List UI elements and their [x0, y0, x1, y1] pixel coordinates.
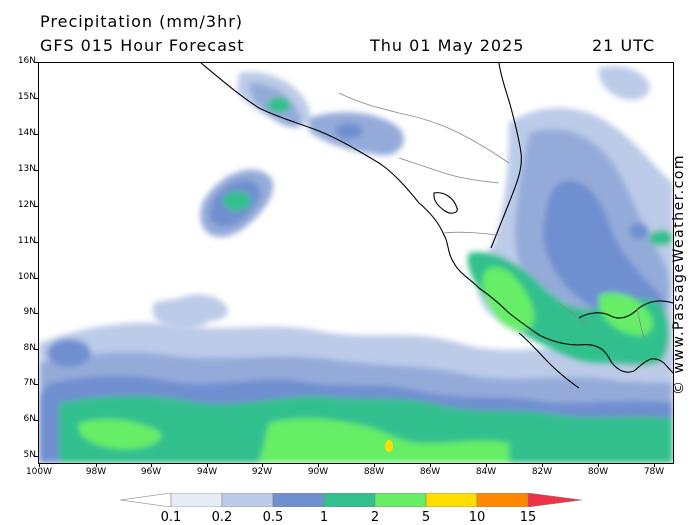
lon-label: 86W — [419, 467, 441, 477]
tick — [34, 420, 38, 421]
tick — [374, 463, 375, 467]
forecast-time: 21 UTC — [592, 36, 656, 55]
precip-cells — [152, 66, 650, 330]
lat-label: 15N — [17, 92, 36, 102]
tick — [318, 463, 319, 467]
heavy-rain-spot — [385, 440, 393, 452]
tick — [34, 170, 38, 171]
lon-label: 88W — [363, 467, 385, 477]
colorbar — [120, 493, 582, 507]
country-borders — [338, 92, 645, 339]
precipitation-map[interactable] — [38, 62, 674, 464]
lat-label: 9N — [23, 307, 36, 317]
lon-label: 98W — [85, 467, 107, 477]
lon-label: 94W — [196, 467, 218, 477]
tick — [207, 463, 208, 467]
lon-label: 78W — [643, 467, 665, 477]
colorbar-swatch — [476, 493, 529, 507]
tick — [542, 463, 543, 467]
colorbar-swatch — [527, 493, 582, 507]
colorbar-label: 5 — [421, 510, 431, 525]
tick — [34, 456, 38, 457]
tick — [34, 384, 38, 385]
lat-label: 16N — [17, 56, 36, 66]
lat-label: 14N — [17, 128, 36, 138]
colorbar-label: 10 — [468, 510, 486, 525]
lat-label: 11N — [17, 236, 36, 246]
lat-label: 6N — [23, 414, 36, 424]
tick — [151, 463, 152, 467]
lon-label: 82W — [531, 467, 553, 477]
tick — [39, 463, 40, 467]
forecast-label: GFS 015 Hour Forecast — [40, 36, 245, 55]
tick — [96, 463, 97, 467]
tick — [34, 349, 38, 350]
lon-label: 92W — [251, 467, 273, 477]
colorbar-label: 0.2 — [211, 510, 233, 525]
credit-watermark: © www.PassageWeather.com — [671, 153, 687, 395]
colorbar-swatch — [425, 493, 478, 507]
colorbar-swatch — [272, 493, 325, 507]
lat-label: 8N — [23, 343, 36, 353]
colorbar-swatch — [221, 493, 274, 507]
tick — [34, 242, 38, 243]
map-title: Precipitation (mm/3hr) — [40, 12, 244, 31]
lat-label: 7N — [23, 378, 36, 388]
colorbar-swatch — [120, 493, 172, 507]
precip-band-south — [39, 322, 673, 463]
lat-label: 5N — [23, 450, 36, 460]
lat-label: 13N — [17, 164, 36, 174]
lon-label: 84W — [475, 467, 497, 477]
map-canvas — [39, 63, 673, 463]
forecast-date: Thu 01 May 2025 — [370, 36, 525, 55]
colorbar-label: 0.5 — [262, 510, 284, 525]
lon-label: 90W — [307, 467, 329, 477]
colorbar-swatch — [323, 493, 376, 507]
tick — [34, 206, 38, 207]
colorbar-label: 2 — [370, 510, 380, 525]
tick — [34, 98, 38, 99]
tick — [34, 62, 38, 63]
tick — [654, 463, 655, 467]
colorbar-label: 0.1 — [160, 510, 182, 525]
colorbar-swatch — [170, 493, 223, 507]
tick — [262, 463, 263, 467]
colorbar-swatch — [374, 493, 427, 507]
lon-label: 100W — [25, 467, 53, 477]
tick — [430, 463, 431, 467]
tick — [34, 278, 38, 279]
tick — [486, 463, 487, 467]
lat-label: 12N — [17, 200, 36, 210]
colorbar-label: 1 — [319, 510, 329, 525]
tick — [34, 134, 38, 135]
lon-label: 96W — [140, 467, 162, 477]
colorbar-label: 15 — [519, 510, 537, 525]
precip-east — [467, 108, 673, 368]
lat-label: 10N — [17, 272, 36, 282]
lon-label: 80W — [587, 467, 609, 477]
tick — [34, 313, 38, 314]
tick — [598, 463, 599, 467]
coastline — [200, 63, 673, 389]
